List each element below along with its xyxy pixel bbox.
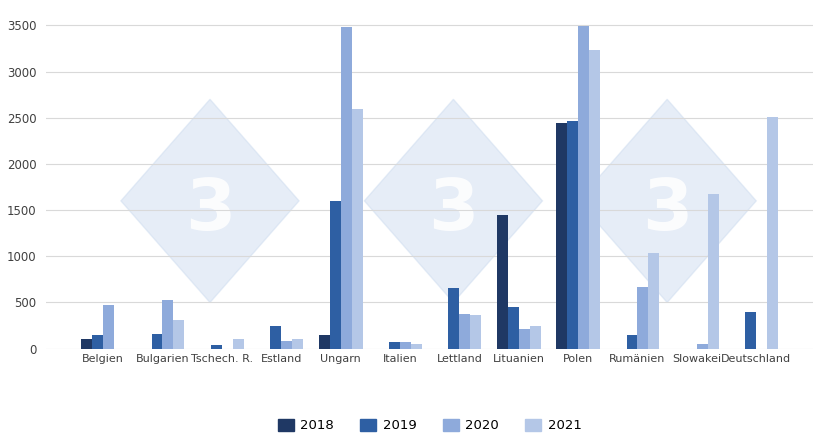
Legend: 2018, 2019, 2020, 2021: 2018, 2019, 2020, 2021: [272, 414, 586, 438]
Bar: [340, 27, 351, 349]
Polygon shape: [364, 99, 542, 303]
Bar: [470, 316, 481, 349]
Bar: [555, 123, 567, 349]
Polygon shape: [577, 99, 755, 303]
Bar: [270, 326, 281, 349]
Bar: [103, 305, 114, 349]
Bar: [351, 110, 362, 349]
Bar: [329, 201, 340, 349]
Bar: [707, 194, 718, 349]
Text: 3: 3: [428, 176, 478, 245]
Bar: [388, 342, 400, 349]
Bar: [496, 215, 507, 349]
Bar: [162, 299, 174, 349]
Bar: [744, 312, 755, 349]
Bar: [518, 329, 529, 349]
Text: 3: 3: [184, 176, 235, 245]
Bar: [567, 121, 577, 349]
Bar: [92, 335, 103, 349]
Bar: [233, 339, 243, 349]
Bar: [459, 315, 470, 349]
Bar: [577, 26, 588, 349]
Bar: [400, 342, 410, 349]
Bar: [588, 51, 600, 349]
Bar: [636, 287, 648, 349]
Bar: [529, 325, 540, 349]
Polygon shape: [120, 99, 299, 303]
Bar: [767, 117, 777, 349]
Bar: [648, 253, 658, 349]
Bar: [152, 334, 162, 349]
Bar: [319, 335, 329, 349]
Bar: [507, 307, 518, 349]
Bar: [410, 344, 422, 349]
Bar: [174, 320, 184, 349]
Bar: [81, 339, 92, 349]
Bar: [696, 344, 707, 349]
Bar: [448, 288, 459, 349]
Bar: [292, 338, 303, 349]
Bar: [281, 341, 292, 349]
Bar: [210, 345, 222, 349]
Text: 3: 3: [641, 176, 691, 245]
Bar: [626, 335, 636, 349]
